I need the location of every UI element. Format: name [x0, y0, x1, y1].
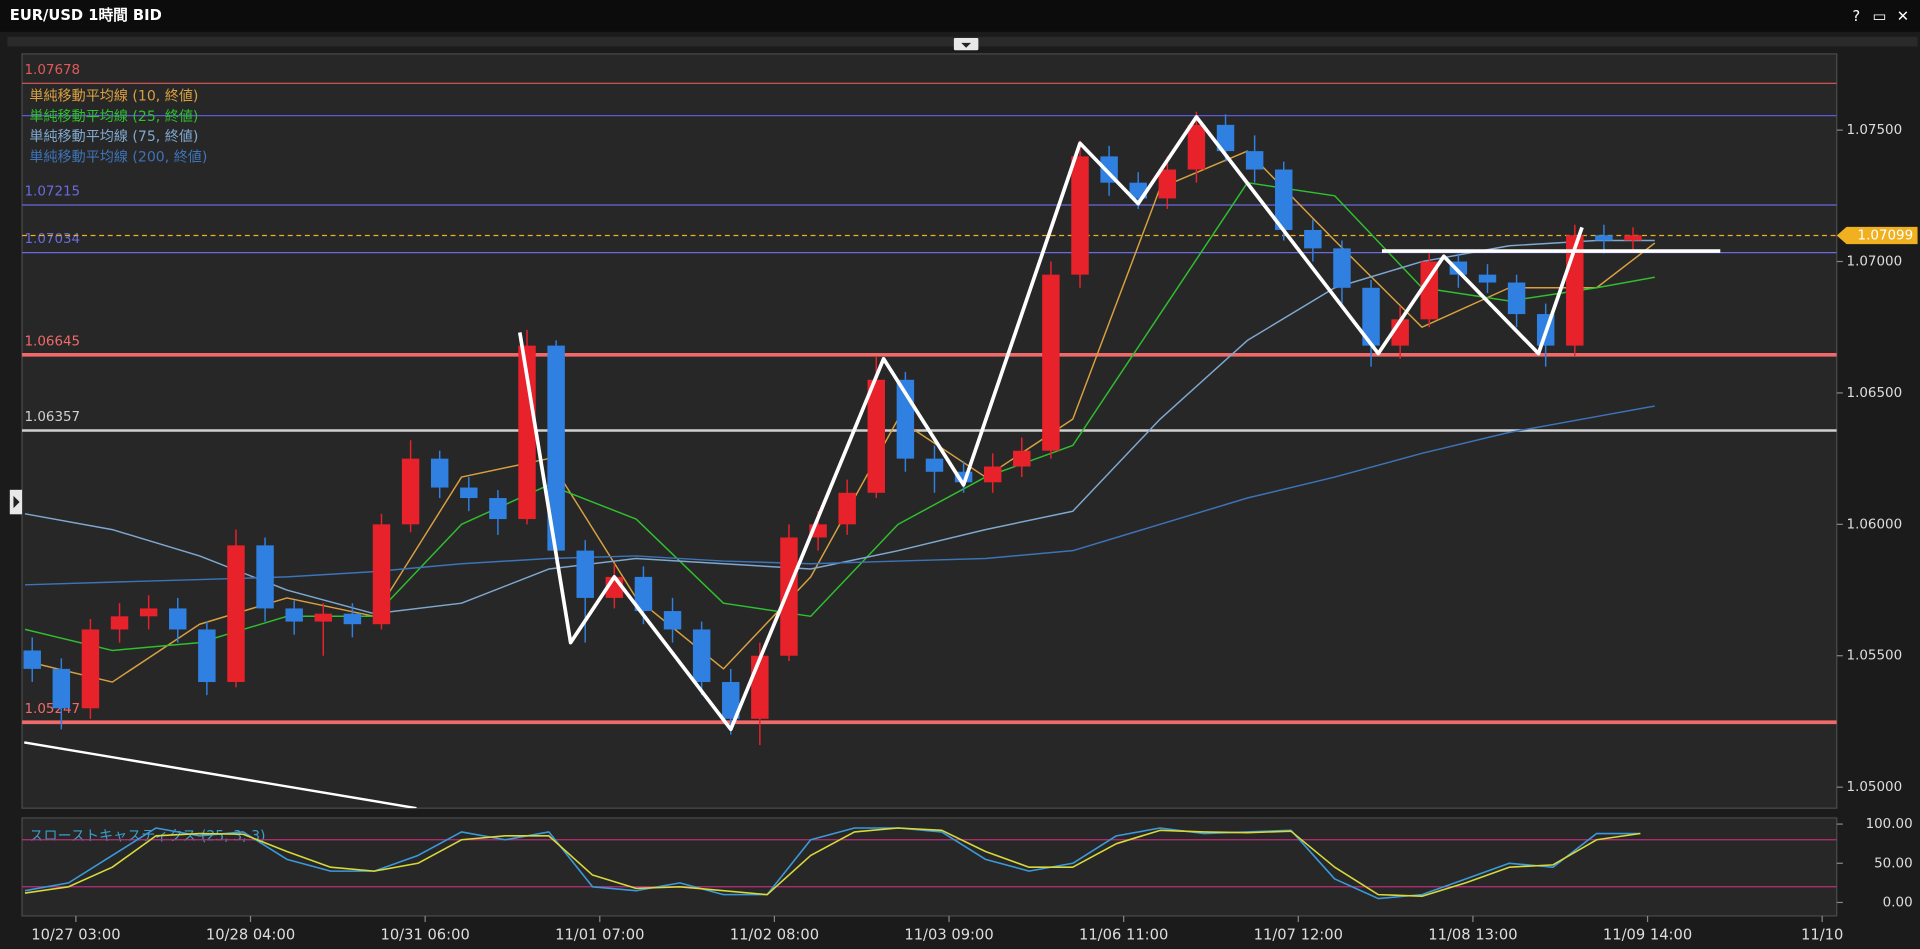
oscillator-plot: スローストキャスティクス (25, 3, 3)	[22, 827, 1837, 900]
candle-body	[314, 613, 333, 622]
candle-body	[401, 458, 420, 525]
oscillator-line	[24, 827, 1641, 898]
y-tick-label: 1.05000	[1847, 780, 1903, 795]
y-tick-label: 1.07500	[1847, 123, 1903, 138]
candle-body	[867, 379, 886, 493]
legend-entry: 単純移動平均線 (10, 終値)	[29, 89, 198, 105]
candle-body	[1333, 248, 1351, 288]
candle-body	[256, 545, 274, 609]
moving-average	[24, 405, 1655, 586]
current-price-tag	[1836, 226, 1918, 245]
candle-body	[1216, 124, 1235, 152]
price-level-label: 1.07034	[24, 232, 80, 247]
candle-body	[751, 655, 769, 719]
candle-body	[460, 487, 478, 499]
y-tick-label: 1.05500	[1847, 649, 1903, 664]
y-tick-label: 1.07000	[1847, 255, 1903, 270]
title-bar	[0, 0, 1920, 32]
candle-body	[1042, 274, 1060, 451]
help-button[interactable]: ?	[1852, 8, 1860, 25]
candle-body	[1420, 261, 1438, 320]
x-tick-label: 11/08 13:00	[1428, 927, 1517, 944]
x-tick-label: 11/03 09:00	[904, 927, 993, 944]
candle-body	[576, 550, 594, 598]
maximize-button[interactable]: ▭	[1873, 8, 1887, 25]
overlay: 1.05000 1.05500 1.06000 1.06500 1.07000 1.075…	[31, 123, 1918, 944]
candle-body	[1624, 235, 1642, 241]
y-tick-label: 50.00	[1874, 856, 1913, 871]
candle-body	[169, 608, 187, 630]
candle-body	[925, 458, 944, 472]
candle-body	[23, 650, 41, 669]
legend-entry: 単純移動平均線 (25, 終値)	[29, 109, 198, 125]
y-tick-label: 1.06000	[1847, 517, 1903, 532]
y-tick-label: 0.00	[1883, 895, 1913, 910]
candle-body	[634, 576, 653, 612]
candle-body	[722, 682, 740, 719]
current-price-label: 1.07099	[1858, 228, 1914, 243]
candle-body	[1158, 169, 1177, 199]
trendline	[24, 741, 417, 809]
candle-body	[81, 629, 100, 709]
candle-body	[52, 668, 71, 709]
candle-body	[285, 608, 303, 622]
x-tick-label: 11/10	[1801, 927, 1843, 944]
candle-body	[489, 498, 507, 520]
window-title: EUR/USD 1時間 BID	[10, 6, 162, 24]
x-tick-label: 11/01 07:00	[555, 927, 644, 944]
candle-body	[227, 545, 245, 683]
legend-entry: 単純移動平均線 (200, 終値)	[29, 149, 207, 165]
candle-body	[692, 629, 711, 683]
candle-body	[518, 345, 536, 520]
legend-entry: 単純移動平均線 (75, 終値)	[29, 129, 198, 145]
candle-body	[198, 629, 216, 683]
candle-body	[547, 345, 565, 551]
candle-body	[372, 524, 391, 625]
candle-body	[780, 537, 798, 656]
candle-body	[1245, 151, 1264, 170]
x-tick-label: 11/07 12:00	[1254, 927, 1343, 944]
oscillator-line	[24, 827, 1641, 900]
moving-average	[24, 239, 1655, 615]
candle-body	[983, 466, 1002, 483]
zigzag	[517, 115, 1584, 732]
candle-body	[139, 608, 158, 617]
price-level-label: 1.07215	[24, 185, 80, 200]
price-level-label: 1.06645	[24, 334, 80, 349]
candle-body	[430, 458, 449, 488]
x-tick-label: 10/28 04:00	[206, 927, 295, 944]
candle-body	[1304, 229, 1322, 249]
candle-body	[1362, 287, 1380, 346]
candle-body	[1507, 282, 1526, 315]
collapse-icon	[961, 42, 972, 48]
x-tick-label: 11/02 08:00	[730, 927, 819, 944]
candle-body	[110, 616, 129, 630]
main-plot: 1.07678 1.07215 1.07034 1.06645 1.06357 1.052…	[22, 63, 1837, 809]
y-tick-label: 100.00	[1866, 817, 1913, 832]
x-tick-label: 11/09 14:00	[1603, 927, 1692, 944]
price-level-label: 1.07678	[24, 63, 80, 78]
price-level-label: 1.05247	[24, 702, 80, 717]
candle-body	[1275, 169, 1293, 230]
candle-body	[1071, 156, 1089, 275]
candle-body	[1478, 274, 1497, 283]
side-icon	[13, 495, 20, 509]
price-level-label: 1.06357	[24, 410, 80, 425]
candle-body	[838, 492, 856, 525]
candle-body	[954, 471, 973, 483]
candle-body	[1187, 124, 1206, 170]
candle-body	[663, 611, 682, 630]
close-button[interactable]: ✕	[1897, 8, 1909, 25]
x-tick-label: 10/31 06:00	[380, 927, 469, 944]
candle-body	[1013, 450, 1031, 467]
candle-body	[1595, 235, 1613, 241]
x-tick-label: 11/06 11:00	[1079, 927, 1168, 944]
y-tick-label: 1.06500	[1847, 386, 1903, 401]
candle-body	[343, 613, 362, 625]
oscillator-pane	[21, 817, 1838, 917]
x-tick-label: 10/27 03:00	[31, 927, 120, 944]
